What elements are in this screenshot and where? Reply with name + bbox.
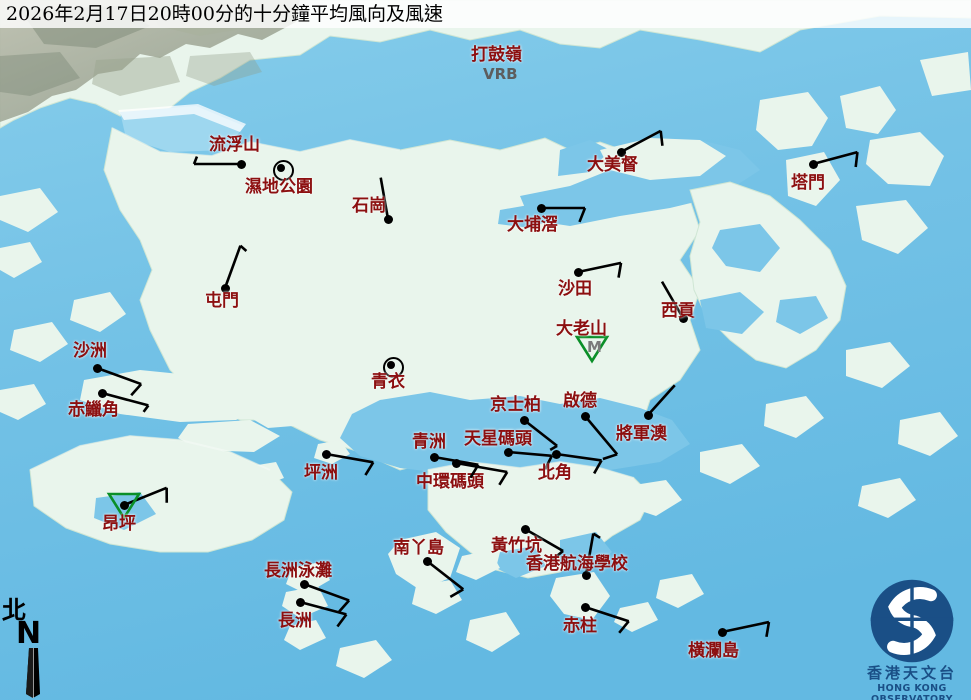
station-label: 香港航海學校 [526,554,628,574]
station-label: 天星碼頭 [464,429,532,449]
station-dot [717,627,727,637]
station-label: 西貢 [661,301,695,321]
station-dot [519,415,529,425]
station-label: 石崗 [352,196,386,216]
station-dot [97,388,107,398]
station-dot [429,452,439,462]
station-label: 大美督 [587,155,638,175]
hko-logo-en: HONG KONG OBSERVATORY [871,683,953,700]
station-label: 塔門 [791,173,825,193]
station-dot [92,363,102,373]
station-label: 大老山 [556,319,607,339]
station-label: 大埔滘 [507,215,558,235]
station-label: 南丫島 [393,538,444,558]
station-label: 沙田 [558,279,592,299]
station-label: 赤柱 [563,616,597,636]
station-label: 打鼓嶺 [471,45,522,65]
calm-ring-icon [272,159,294,181]
station-label: 將軍澳 [616,424,667,444]
station-dot [383,214,393,224]
station-label: 黃竹坑 [491,536,542,556]
station-label: 屯門 [205,291,239,311]
station-sublabel: VRB [483,65,518,83]
compass-rose: 北 N [2,590,64,698]
station-dot [536,203,546,213]
station-label: 青洲 [412,432,446,452]
station-dot [295,597,305,607]
north-arrow-icon [26,648,40,698]
station-label: 中環碼頭 [416,472,484,492]
station-label: 昂坪 [102,514,136,534]
compass-label-cn: 北 [2,595,26,624]
station-label: 濕地公園 [245,177,313,197]
station-dot [580,602,590,612]
station-label: 長洲 [278,611,312,631]
station-dot [520,524,530,534]
station-label: 啟德 [563,391,597,411]
maintenance-m-glyph: M [587,338,602,356]
station-dot [299,579,309,589]
hko-logo-mark [869,578,955,664]
station-dot [678,313,688,323]
station-label: 赤鱲角 [68,400,119,420]
station-label: 坪洲 [304,463,338,483]
station-dot [643,410,653,420]
station-label: 長洲泳灘 [264,561,332,581]
page-title: 2026年2月17日20時00分的十分鐘平均風向及風速 [6,3,443,25]
station-dot [580,411,590,421]
station-dot [387,361,395,369]
hko-logo: 香港天文台 HONG KONG OBSERVATORY [856,578,968,700]
station-dot [451,458,461,468]
station-label: 橫瀾島 [688,641,739,661]
station-dot [573,267,583,277]
calm-ring-icon [382,356,404,378]
station-label: 沙洲 [73,341,107,361]
compass-label-en: N [16,616,42,651]
station-dot [581,570,591,580]
station-label: 北角 [538,463,572,483]
station-dot [503,447,513,457]
hko-logo-cn: 香港天文台 [866,664,957,682]
station-dot [616,147,626,157]
station-dot [220,283,230,293]
station-dot [277,164,285,172]
station-dot [119,500,129,510]
station-label: 流浮山 [209,135,260,155]
title-bar: 2026年2月17日20時00分的十分鐘平均風向及風速 [0,0,971,28]
station-dot [422,556,432,566]
station-label: 京士柏 [490,395,541,415]
station-dot [808,159,818,169]
station-dot [236,159,246,169]
station-label: 青衣 [371,372,405,392]
station-dot [551,449,561,459]
station-dot [321,449,331,459]
